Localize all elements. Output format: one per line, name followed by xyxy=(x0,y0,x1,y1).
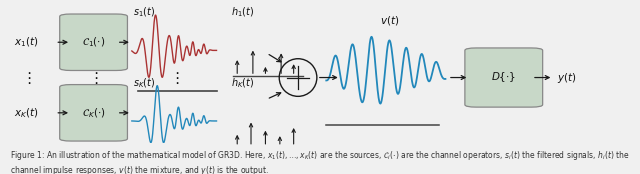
Text: $\vdots$: $\vdots$ xyxy=(88,70,99,86)
FancyBboxPatch shape xyxy=(60,14,127,70)
FancyBboxPatch shape xyxy=(465,48,543,107)
Text: $h_K(t)$: $h_K(t)$ xyxy=(231,76,255,90)
Text: $\vdots$: $\vdots$ xyxy=(170,70,180,86)
Text: $v(t)$: $v(t)$ xyxy=(380,14,399,27)
Text: $y(t)$: $y(t)$ xyxy=(557,70,577,85)
Text: $\mathcal{C}_1(\cdot)$: $\mathcal{C}_1(\cdot)$ xyxy=(82,35,105,49)
Text: Figure 1: An illustration of the mathematical model of GR3D. Here, $x_1(t), \ldo: Figure 1: An illustration of the mathema… xyxy=(10,149,629,174)
FancyBboxPatch shape xyxy=(60,85,127,141)
Text: $x_1(t)$: $x_1(t)$ xyxy=(14,35,38,49)
Text: $s_1(t)$: $s_1(t)$ xyxy=(133,6,156,19)
Text: $D\{\cdot\}$: $D\{\cdot\}$ xyxy=(491,71,516,84)
Text: $\vdots$: $\vdots$ xyxy=(21,70,31,86)
Text: $h_1(t)$: $h_1(t)$ xyxy=(231,6,254,19)
Text: $\mathcal{C}_K(\cdot)$: $\mathcal{C}_K(\cdot)$ xyxy=(82,106,106,120)
Text: $x_K(t)$: $x_K(t)$ xyxy=(14,106,38,120)
Text: $s_K(t)$: $s_K(t)$ xyxy=(133,76,156,90)
